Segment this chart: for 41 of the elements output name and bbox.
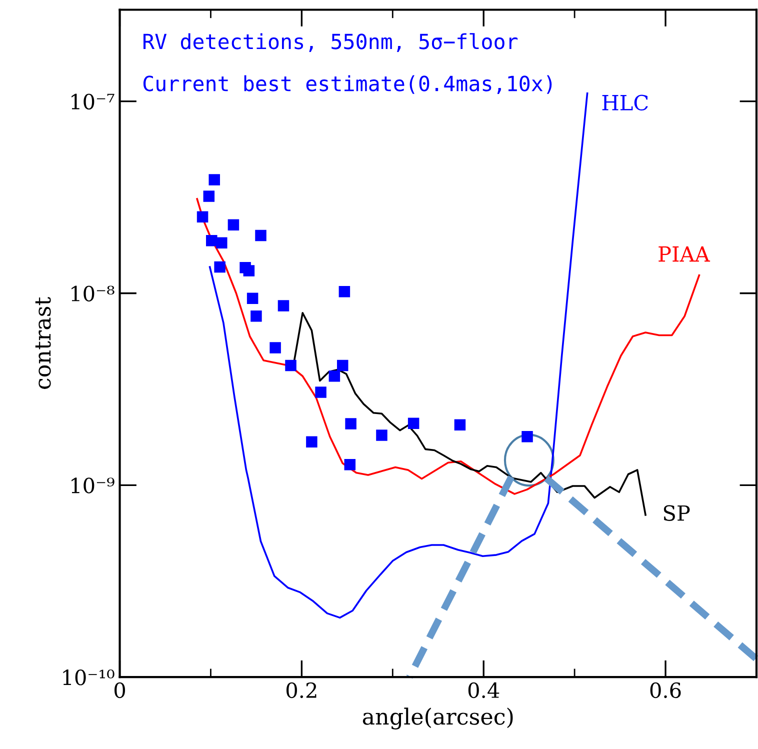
annotation: Current best estimate(0.4mas,10x) (143, 75, 552, 94)
y-tick-label: 10⁻⁹ (72, 478, 114, 494)
point (522, 431, 533, 442)
x-axis-title: angle(arcsec) (362, 708, 513, 730)
point (216, 237, 228, 248)
point (243, 265, 255, 276)
point (206, 234, 218, 246)
point (345, 418, 356, 430)
point (328, 370, 340, 382)
series-label: HLC (602, 94, 648, 111)
point (408, 418, 420, 429)
point (255, 230, 266, 242)
x-tick-label: 0.6 (650, 682, 681, 698)
series-label: PIAA (658, 246, 710, 262)
point (344, 458, 356, 470)
point (338, 286, 350, 298)
series-label: SP (664, 505, 690, 521)
point (306, 436, 318, 448)
point (315, 386, 326, 398)
point (250, 310, 262, 322)
point (208, 174, 220, 186)
x-tick-label: 0.2 (286, 682, 316, 698)
annotation: RV detections, 550nm, 5σ−floor (144, 33, 518, 52)
point (228, 219, 240, 231)
point (278, 300, 290, 312)
y-tick-label: 10⁻⁷ (72, 94, 114, 110)
line-series (208, 92, 588, 619)
point (196, 211, 208, 222)
x-tick-label: 0.4 (468, 682, 500, 698)
point (336, 360, 348, 372)
point (454, 419, 466, 431)
point (376, 430, 388, 441)
point (246, 292, 258, 304)
x-tick-label: 0 (114, 682, 126, 698)
point (214, 261, 226, 273)
point (285, 360, 296, 372)
point (270, 342, 281, 354)
point (203, 190, 215, 202)
y-tick-label: 10⁻¹⁰ (63, 670, 114, 686)
y-tick-label: 10⁻⁸ (72, 286, 114, 302)
y-axis-title: contrast (35, 296, 51, 389)
